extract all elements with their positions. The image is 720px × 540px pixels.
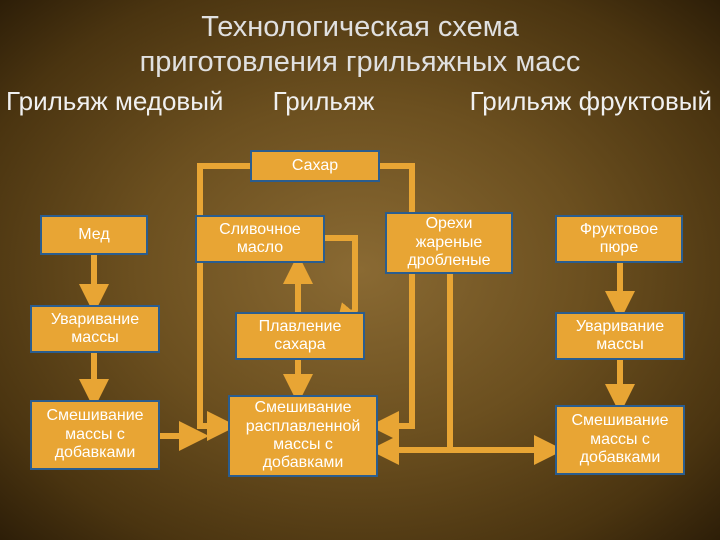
node-nuts: Орехи жареные дробленые [385, 212, 513, 274]
subtitle-row: Грильяж медовый Грильяж Грильяж фруктовы… [0, 86, 720, 117]
node-mix_r: Смешивание массы с добавками [555, 405, 685, 475]
subtitle-center: Грильяж [246, 86, 401, 117]
node-mix_l: Смешивание массы с добавками [30, 400, 160, 470]
node-boil_r: Уваривание массы [555, 312, 685, 360]
subtitle-left: Грильяж медовый [6, 86, 246, 117]
title-line1: Технологическая схема [201, 11, 519, 43]
flowchart-stage: Сахар Мед Сливочное масло Орехи жареные дро… [0, 150, 720, 540]
node-butter: Сливочное масло [195, 215, 325, 263]
node-puree: Фруктовое пюре [555, 215, 683, 263]
page-title: Технологическая схема приготовления грил… [0, 0, 720, 80]
node-sugar: Сахар [250, 150, 380, 182]
node-honey: Мед [40, 215, 148, 255]
node-mix_c: Смешивание расплавленной массы с добавка… [228, 395, 378, 477]
edge-8 [378, 274, 450, 450]
node-boil_l: Уваривание массы [30, 305, 160, 353]
node-melt: Плавление сахара [235, 312, 365, 360]
title-line2: приготовления грильяжных масс [140, 46, 581, 78]
edge-0 [200, 166, 250, 426]
subtitle-right: Грильяж фруктовый [401, 86, 714, 117]
edge-1 [378, 166, 412, 426]
